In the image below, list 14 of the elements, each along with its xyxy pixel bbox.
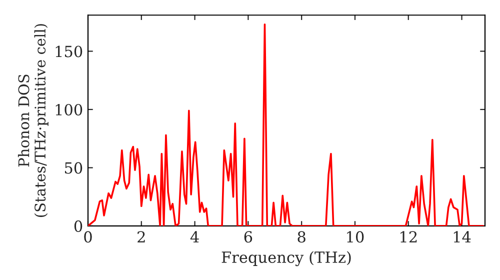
x-tick-label: 0 xyxy=(84,231,92,243)
x-tick-label: 4 xyxy=(190,231,199,242)
x-tick-label: 12 xyxy=(400,231,417,242)
x-tick-label: 14 xyxy=(454,231,471,242)
x-axis-title: Frequency (THz) xyxy=(222,251,351,266)
y-tick-label: 100 xyxy=(56,104,82,116)
x-tick-label: 8 xyxy=(298,231,306,243)
y-axis-title: Phonon DOS (States/THz·primitive cell) xyxy=(18,24,48,217)
y-tick-label: 50 xyxy=(64,162,82,174)
x-tick-label: 2 xyxy=(138,231,145,242)
x-tick-label: 6 xyxy=(244,231,252,243)
x-tick-label: 10 xyxy=(347,231,364,243)
y-tick-label: 150 xyxy=(56,46,82,58)
y-tick-label: 0 xyxy=(74,220,82,232)
